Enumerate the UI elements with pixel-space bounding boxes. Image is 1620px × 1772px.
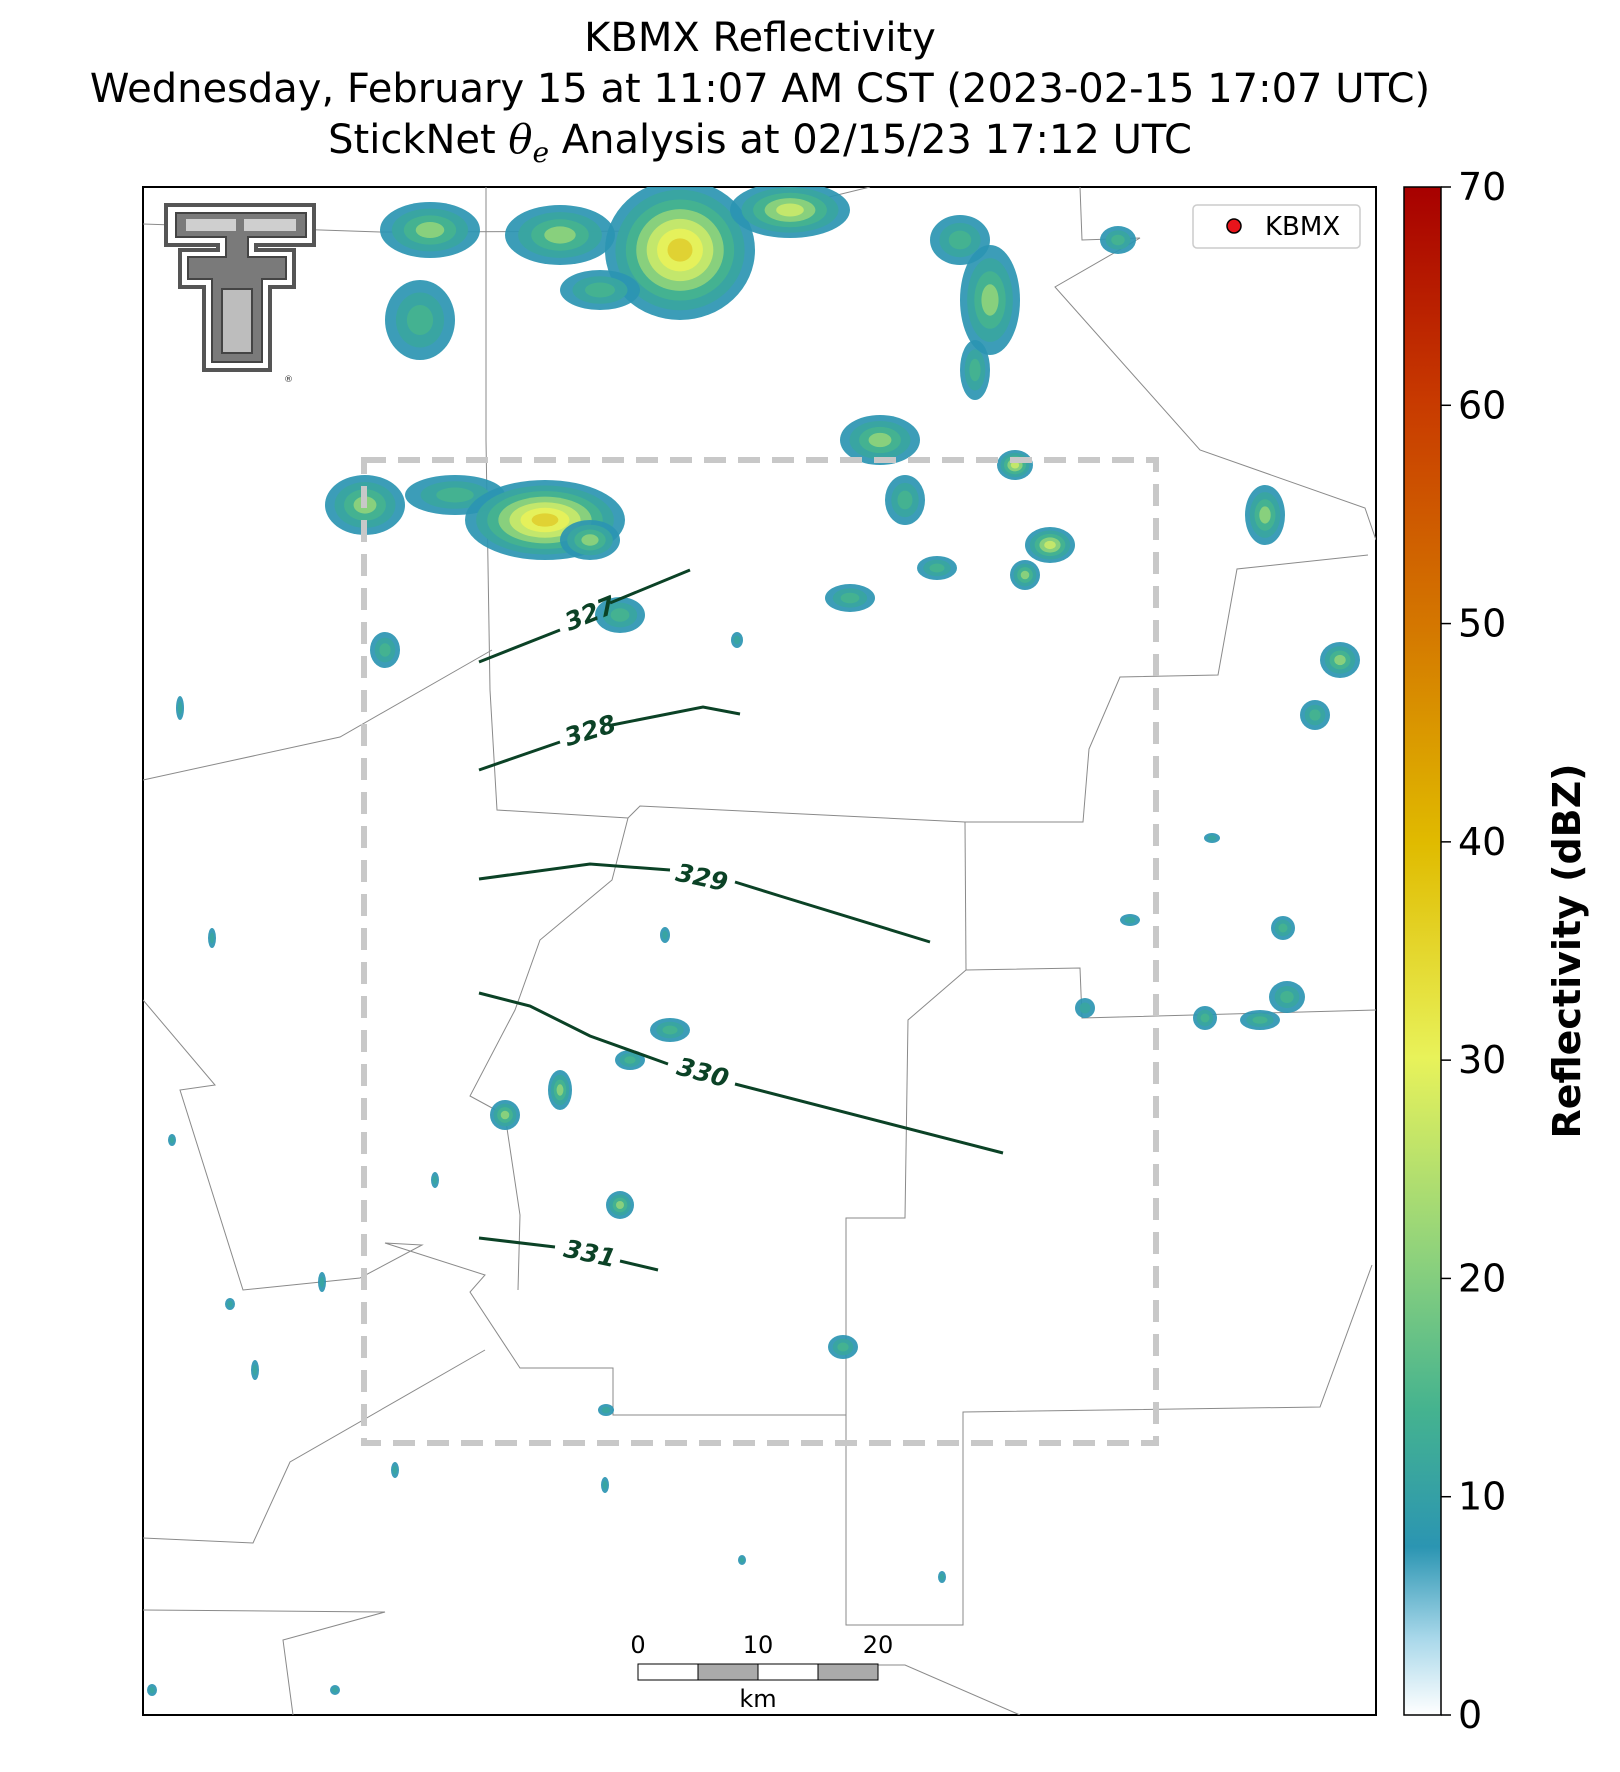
- reflectivity-echo: [1010, 461, 1020, 469]
- scale-bar: 0 10 20 km: [630, 1631, 893, 1713]
- reflectivity-echo: [556, 1084, 564, 1096]
- reflectivity-echo: [1111, 234, 1125, 246]
- reflectivity-echo: [149, 1686, 155, 1694]
- reflectivity-echo: [981, 284, 999, 316]
- reflectivity-echo: [432, 1175, 438, 1185]
- reflectivity-echo: [581, 534, 599, 546]
- county-boundary: [1054, 187, 1376, 541]
- legend-label: KBMX: [1265, 212, 1340, 242]
- colorbar-tick-label: 50: [1458, 602, 1506, 646]
- scale-unit: km: [739, 1685, 776, 1713]
- county-boundary: [143, 1349, 486, 1544]
- map-frame: [142, 186, 1377, 1716]
- legend-box: KBMX: [1192, 204, 1361, 249]
- reflectivity-echo: [500, 1110, 510, 1120]
- county-boundary: [845, 969, 1373, 1626]
- reflectivity-echo: [667, 238, 693, 262]
- colorbar-tick-label: 20: [1458, 1256, 1506, 1300]
- reflectivity-echo: [601, 1406, 611, 1414]
- map-title: KBMX Reflectivity: [584, 15, 936, 61]
- reflectivity-echo: [929, 563, 945, 573]
- reflectivity-echo: [969, 358, 981, 382]
- county-boundary: [143, 999, 846, 1416]
- reflectivity-echo: [209, 932, 215, 944]
- reflectivity-echo: [1259, 506, 1271, 524]
- reflectivity-echo: [1309, 709, 1321, 721]
- reflectivity-echo: [227, 1300, 233, 1308]
- colorbar-label: Reflectivity (dBZ): [1545, 763, 1589, 1138]
- reflectivity-echo: [1020, 570, 1030, 580]
- map-datetime-subtitle: Wednesday, February 15 at 11:07 AM CST (…: [89, 66, 1431, 112]
- reflectivity-echo: [1278, 923, 1288, 933]
- reflectivity-echo: [840, 592, 860, 604]
- colorbar-tick-label: 70: [1458, 165, 1506, 209]
- analysis-domain-box: [361, 457, 1159, 1446]
- reflectivity-echo: [406, 305, 434, 335]
- reflectivity-echo: [610, 608, 630, 622]
- reflectivity-echo: [585, 282, 615, 298]
- reflectivity-echo: [602, 1480, 608, 1490]
- analysis-subtitle: StickNet θe Analysis at 02/15/23 17:12 U…: [328, 117, 1192, 169]
- reflectivity-echo: [837, 1342, 849, 1352]
- theta-e-contour-line: [478, 1236, 659, 1272]
- theta-e-contour-line: [478, 568, 691, 664]
- colorbar-gradient: [1403, 186, 1442, 1716]
- reflectivity-echo: [531, 513, 559, 527]
- svg-text:®: ®: [284, 375, 293, 385]
- scale-tick-20: 20: [863, 1631, 894, 1659]
- reflectivity-echo: [739, 1557, 745, 1563]
- county-boundary: [143, 649, 493, 781]
- scale-tick-0: 0: [630, 1631, 645, 1659]
- kbmx-radar-marker: [1226, 218, 1242, 234]
- reflectivity-echo: [1044, 540, 1056, 550]
- reflectivity-echo: [1200, 1013, 1210, 1023]
- reflectivity-echo: [544, 226, 576, 244]
- reflectivity-echo: [1079, 1002, 1091, 1014]
- reflectivity-echo: [415, 222, 445, 238]
- reflectivity-echo: [776, 203, 804, 217]
- reflectivity-echo: [319, 1276, 325, 1288]
- reflectivity-echo: [177, 701, 183, 715]
- reflectivity-echo: [1124, 916, 1136, 924]
- theta-e-contour-line: [478, 991, 1004, 1155]
- reflectivity-echo: [662, 1025, 678, 1035]
- reflectivity-echo: [252, 1364, 258, 1376]
- colorbar: 0 10 20 30 40 50 60 70 Reflectivity (dBZ): [1403, 165, 1589, 1737]
- reflectivity-echo: [392, 1465, 398, 1475]
- reflectivity-echoes: [147, 187, 1360, 1696]
- reflectivity-echo: [1334, 654, 1346, 666]
- reflectivity-echo: [1252, 1016, 1268, 1024]
- theta-e-contour-line: [478, 862, 931, 944]
- colorbar-tick-label: 30: [1458, 1038, 1506, 1082]
- county-boundary: [965, 967, 1376, 1019]
- county-boundary: [469, 817, 629, 1291]
- reflectivity-echo: [939, 1573, 945, 1581]
- reflectivity-echo: [1280, 991, 1294, 1003]
- reflectivity-echo: [662, 930, 668, 940]
- reflectivity-echo: [733, 635, 741, 645]
- reflectivity-echo: [868, 432, 892, 448]
- reflectivity-echo: [1207, 835, 1217, 841]
- colorbar-tick-label: 60: [1458, 383, 1506, 427]
- colorbar-tick-label: 0: [1458, 1693, 1482, 1737]
- reflectivity-echo: [897, 490, 913, 510]
- reflectivity-echo: [169, 1136, 175, 1144]
- reflectivity-echo: [624, 1056, 636, 1064]
- county-boundary: [143, 1609, 386, 1715]
- reflectivity-echo: [616, 1201, 624, 1209]
- reflectivity-echo: [948, 230, 972, 250]
- colorbar-tick-label: 40: [1458, 820, 1506, 864]
- reflectivity-echo: [379, 643, 391, 657]
- colorbar-tick-label: 10: [1458, 1475, 1506, 1519]
- texas-tech-logo: ®: [164, 203, 316, 385]
- reflectivity-echo: [436, 487, 474, 503]
- theta-e-contour-line: [478, 705, 741, 772]
- reflectivity-echo: [332, 1687, 338, 1693]
- county-boundary: [964, 821, 967, 971]
- scale-tick-10: 10: [743, 1631, 774, 1659]
